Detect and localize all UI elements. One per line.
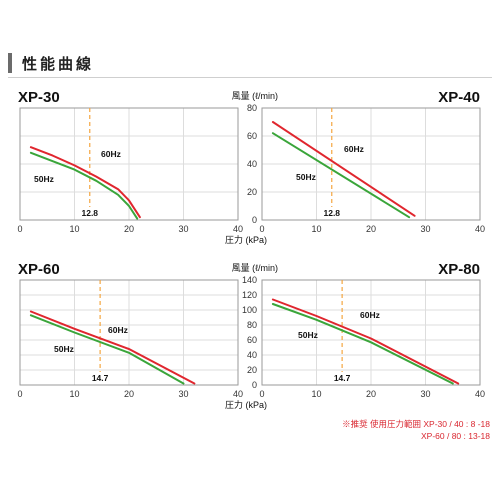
series-line-60hz	[271, 121, 416, 217]
plot-frame	[261, 107, 481, 221]
x-tick-label: 40	[233, 224, 243, 234]
series-label-60hz: 60Hz	[360, 310, 380, 320]
series-line-60hz	[29, 310, 196, 385]
chart-title: XP-40	[438, 89, 480, 106]
y-tick-label: 40	[247, 159, 257, 169]
x-tick-label: 0	[17, 224, 22, 234]
plot-frame	[261, 279, 481, 386]
marker-label: 12.8	[81, 208, 98, 218]
plot-frame	[19, 279, 239, 386]
x-tick-label: 20	[366, 389, 376, 399]
series-label-50hz: 50Hz	[298, 330, 318, 340]
x-axis-title: 圧力 (kPa)	[225, 234, 267, 245]
y-tick-label: 80	[247, 103, 257, 113]
chart-title: XP-60	[18, 261, 60, 278]
x-tick-label: 0	[17, 389, 22, 399]
series-line-50hz	[29, 151, 139, 220]
header-divider	[8, 77, 492, 78]
note-line-2: XP-60 / 80 : 13-18	[421, 431, 490, 441]
series-label-60hz: 60Hz	[108, 325, 128, 335]
series-label-50hz: 50Hz	[54, 344, 74, 354]
x-tick-label: 30	[178, 224, 188, 234]
series-label-60hz: 60Hz	[101, 149, 121, 159]
series-label-60hz: 60Hz	[344, 144, 364, 154]
chart-title: XP-30	[18, 89, 60, 106]
x-tick-label: 10	[311, 389, 321, 399]
y-tick-label: 0	[252, 380, 257, 390]
y-tick-label: 80	[247, 320, 257, 330]
x-tick-label: 40	[475, 224, 485, 234]
y-tick-label: 120	[242, 290, 257, 300]
section-header: 性能曲線	[8, 50, 492, 78]
header-accent-bar	[8, 53, 12, 73]
y-tick-label: 60	[247, 335, 257, 345]
y-tick-label: 40	[247, 350, 257, 360]
series-line-60hz	[271, 298, 460, 385]
marker-label: 14.7	[334, 373, 351, 383]
plot-frame	[19, 107, 239, 221]
x-tick-label: 0	[259, 389, 264, 399]
y-tick-label: 0	[252, 215, 257, 225]
y-axis-title: 風量 (ℓ/min)	[232, 91, 278, 101]
x-tick-label: 40	[233, 389, 243, 399]
y-tick-label: 100	[242, 305, 257, 315]
x-tick-label: 30	[178, 389, 188, 399]
x-tick-label: 30	[420, 224, 430, 234]
x-tick-label: 20	[124, 224, 134, 234]
series-label-50hz: 50Hz	[296, 172, 316, 182]
x-axis-title: 圧力 (kPa)	[225, 399, 267, 410]
y-tick-label: 60	[247, 131, 257, 141]
note-line-1: ※推奨 使用圧力範囲 XP-30 / 40 : 8 -18	[342, 419, 490, 429]
series-line-60hz	[29, 146, 141, 219]
x-tick-label: 20	[366, 224, 376, 234]
series-line-50hz	[271, 132, 411, 219]
y-axis-title: 風量 (ℓ/min)	[232, 263, 278, 273]
x-tick-label: 10	[311, 224, 321, 234]
x-tick-label: 40	[475, 389, 485, 399]
y-tick-label: 20	[247, 365, 257, 375]
series-line-50hz	[271, 303, 454, 385]
x-tick-label: 20	[124, 389, 134, 399]
x-tick-label: 30	[420, 389, 430, 399]
chart-title: XP-80	[438, 261, 480, 278]
x-tick-label: 10	[69, 389, 79, 399]
marker-label: 12.8	[323, 208, 340, 218]
x-tick-label: 10	[69, 224, 79, 234]
series-label-50hz: 50Hz	[34, 174, 54, 184]
y-tick-label: 20	[247, 187, 257, 197]
y-tick-label: 140	[242, 275, 257, 285]
x-tick-label: 0	[259, 224, 264, 234]
marker-label: 14.7	[92, 373, 109, 383]
section-title: 性能曲線	[22, 55, 95, 73]
series-line-50hz	[29, 314, 185, 385]
